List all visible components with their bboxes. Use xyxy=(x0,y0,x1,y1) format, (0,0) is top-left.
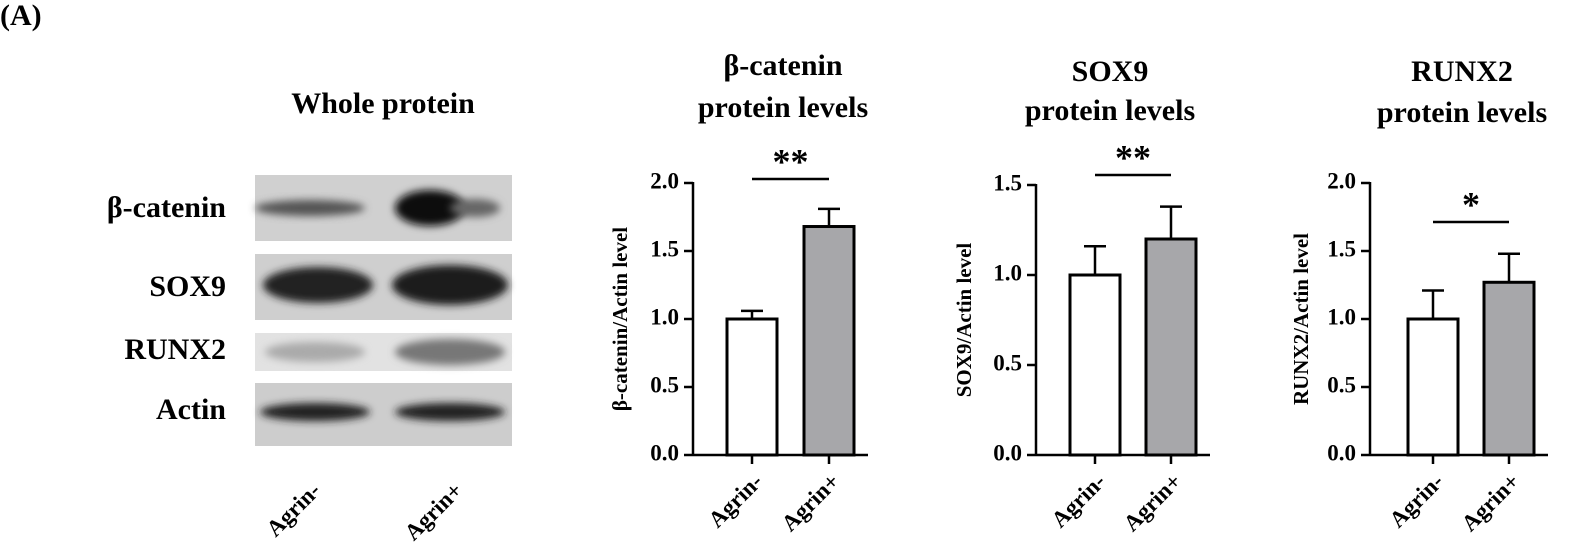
bar xyxy=(725,317,779,457)
y-tick-label: 2.0 xyxy=(1327,168,1356,193)
chart-title: protein levels xyxy=(698,91,868,124)
x-tick-label: Agrin- xyxy=(704,469,768,533)
y-axis-label: RUNX2/Actin level xyxy=(1289,233,1313,405)
chart-title: RUNX2 xyxy=(1411,55,1513,88)
x-tick-label: Agrin- xyxy=(1385,469,1449,533)
chart-title: protein levels xyxy=(1025,94,1195,127)
y-tick-label: 0.5 xyxy=(1327,372,1356,397)
y-tick-label: 0.0 xyxy=(993,440,1022,465)
y-tick-label: 0.0 xyxy=(650,440,679,465)
bar xyxy=(1144,237,1198,457)
significance-label: * xyxy=(1462,184,1480,224)
y-tick-label: 0.5 xyxy=(650,372,679,397)
y-tick-label: 0.5 xyxy=(993,350,1022,375)
band-label: Actin xyxy=(156,393,226,426)
band-label: SOX9 xyxy=(149,270,226,303)
band-label: RUNX2 xyxy=(124,333,226,366)
bar xyxy=(1482,280,1536,457)
x-tick-label: Agrin+ xyxy=(1457,469,1525,537)
y-axis-label: SOX9/Actin level xyxy=(952,243,976,398)
chart-title: protein levels xyxy=(1377,96,1547,129)
y-tick-label: 1.5 xyxy=(1327,236,1356,261)
y-tick-label: 1.0 xyxy=(1327,304,1356,329)
y-tick-label: 2.0 xyxy=(650,168,679,193)
blot-title: Whole protein xyxy=(291,87,475,120)
x-tick-label: Agrin- xyxy=(1047,469,1111,533)
y-tick-label: 1.5 xyxy=(650,236,679,261)
x-tick-label: Agrin+ xyxy=(777,469,845,537)
significance-label: ** xyxy=(773,141,809,181)
lane-label: Agrin+ xyxy=(400,478,468,546)
bar xyxy=(802,225,856,457)
chart-title: SOX9 xyxy=(1072,55,1149,88)
x-tick-label: Agrin+ xyxy=(1119,469,1187,537)
y-tick-label: 1.0 xyxy=(650,304,679,329)
chart-title: β-catenin xyxy=(723,49,842,82)
y-tick-label: 1.5 xyxy=(993,170,1022,195)
band-label: β-catenin xyxy=(107,191,226,224)
panel-label: (A) xyxy=(0,0,42,32)
lane-label: Agrin- xyxy=(262,478,326,542)
y-tick-label: 0.0 xyxy=(1327,440,1356,465)
y-axis-label: β-catenin/Actin level xyxy=(608,227,632,411)
bar xyxy=(1068,273,1122,457)
significance-label: ** xyxy=(1115,137,1151,177)
bar xyxy=(1406,317,1460,457)
y-tick-label: 1.0 xyxy=(993,260,1022,285)
blot-image xyxy=(255,175,512,446)
